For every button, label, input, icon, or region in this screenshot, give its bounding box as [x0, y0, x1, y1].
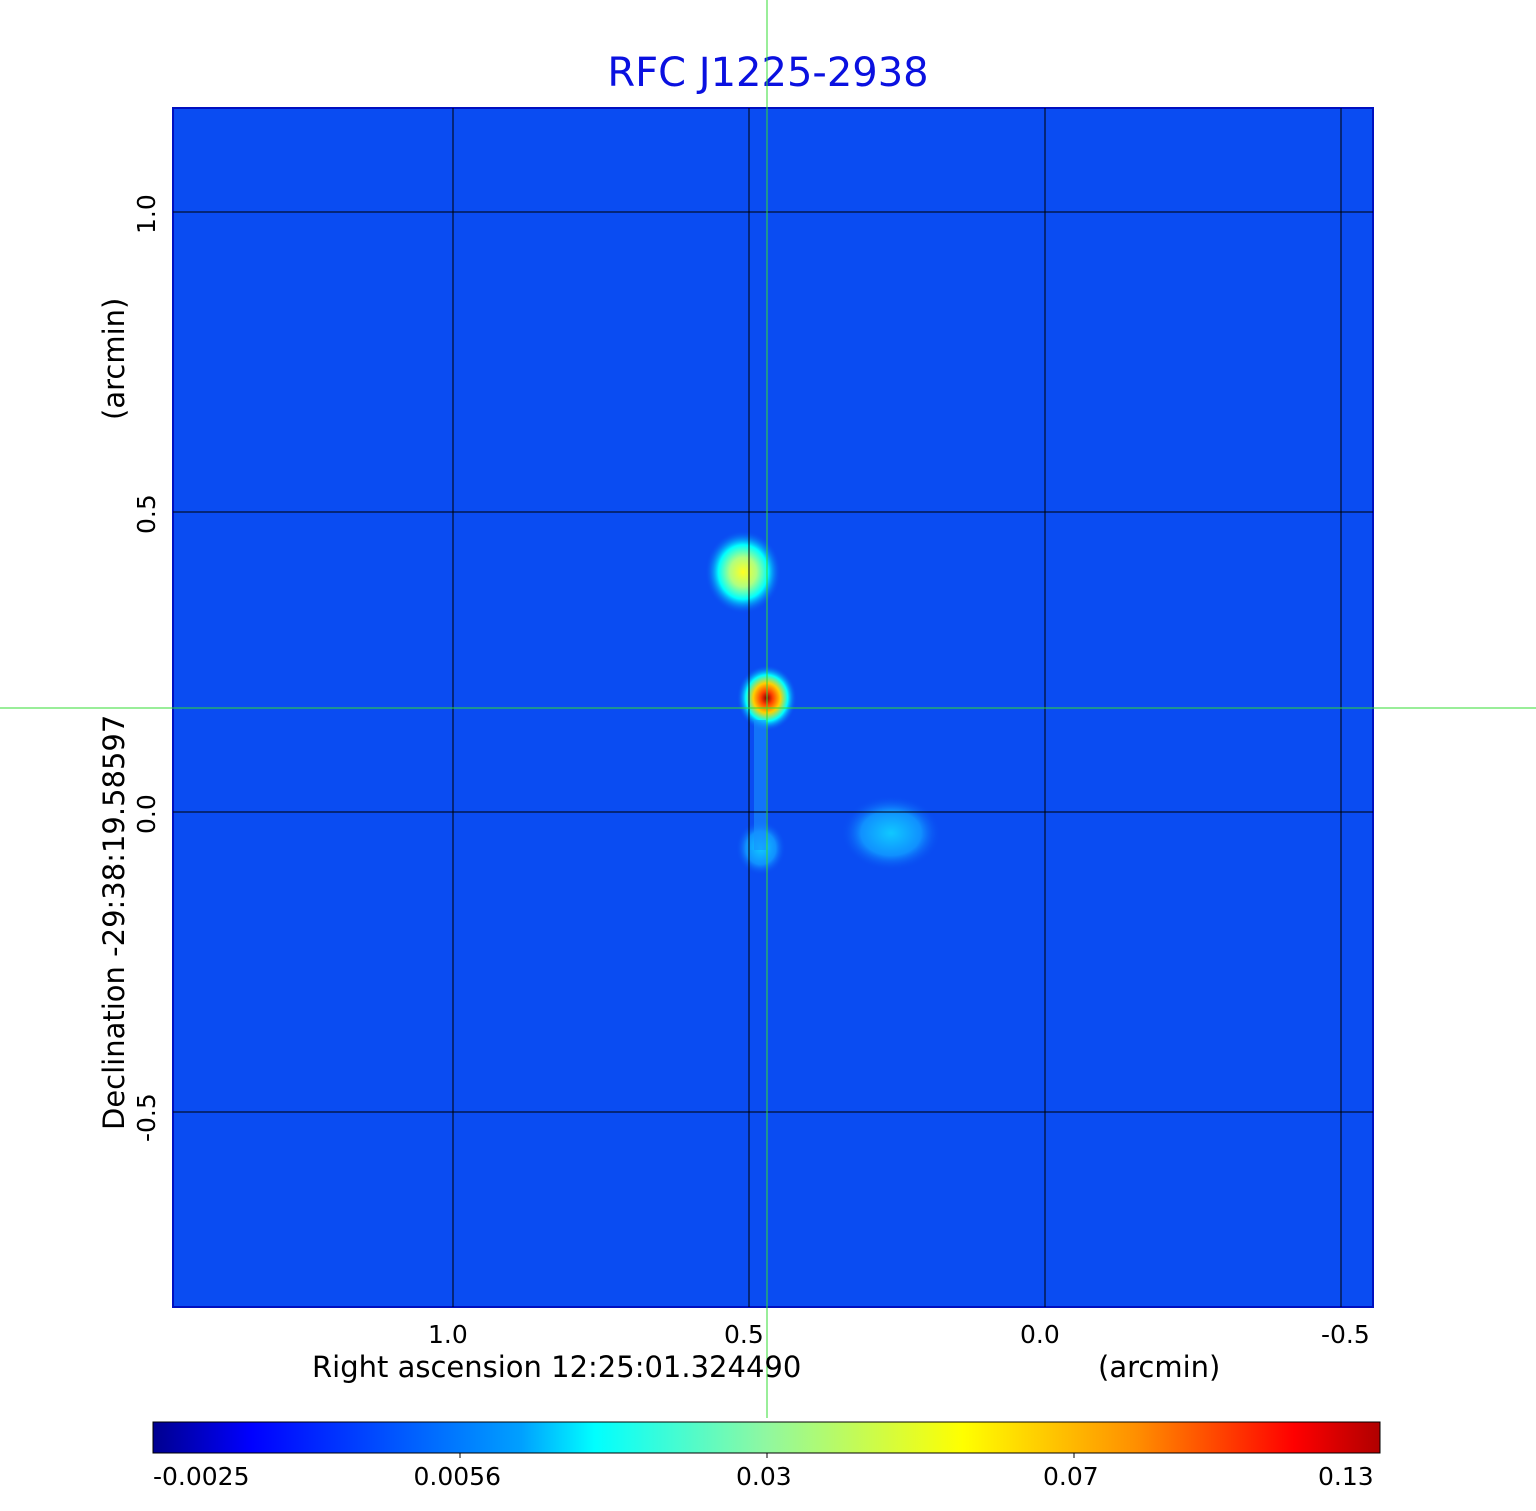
colorbar-tick-label: 0.07: [1043, 1462, 1099, 1491]
x-tick-label: 0.5: [724, 1320, 764, 1349]
y-tick-label: 1.0: [132, 194, 161, 234]
colorbar-tick-label: -0.0025: [153, 1462, 250, 1491]
colorbar: [152, 1421, 1381, 1454]
radio-source-4: [841, 795, 942, 871]
y-tick-label: 0.5: [132, 494, 161, 534]
chart-title: RFC J1225-2938: [607, 50, 929, 96]
y-tick-label: 0.0: [132, 794, 161, 834]
x-tick-label: 0.0: [1020, 1320, 1060, 1349]
x-tick-label: 1.0: [428, 1320, 468, 1349]
colorbar-tick-label: 0.13: [1318, 1462, 1374, 1491]
colorbar-tick-label: 0.03: [736, 1462, 792, 1491]
radio-source-1: [705, 530, 782, 614]
x-tick-label: -0.5: [1321, 1320, 1370, 1349]
colorbar-tick-label: 0.0056: [413, 1462, 501, 1491]
y-tick-label: -0.5: [132, 1093, 161, 1142]
x-axis-label: Right ascension 12:25:01.324490: [312, 1350, 802, 1384]
y-axis-unit: (arcmin): [97, 297, 131, 420]
x-axis-unit: (arcmin): [1098, 1350, 1221, 1384]
y-axis-label: Declination -29:38:19.58597: [97, 714, 131, 1130]
